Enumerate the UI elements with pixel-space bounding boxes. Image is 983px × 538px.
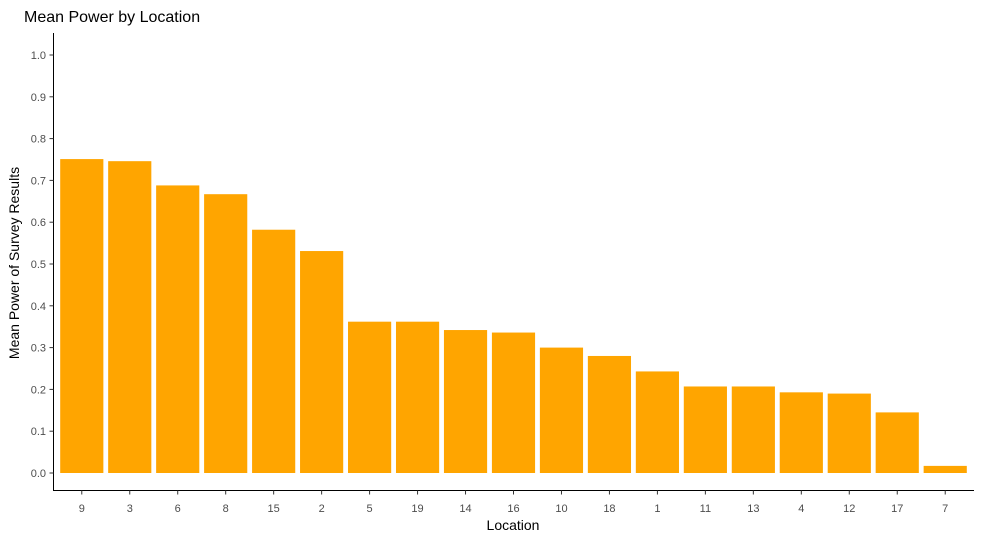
x-tick-label: 15 [268,503,280,515]
x-tick-label: 14 [459,503,471,515]
x-tick-label: 2 [319,503,325,515]
y-tick-label: 0.8 [31,134,46,146]
bar-location-1 [635,371,679,473]
bar-location-19 [395,321,440,473]
bar-location-8 [204,194,248,473]
x-tick-label: 5 [367,503,373,515]
x-tick-label: 11 [700,503,711,515]
x-tick-label: 12 [843,503,855,515]
bar-location-3 [108,161,152,474]
bar-location-12 [827,393,871,473]
bar-location-6 [156,185,200,474]
y-tick-label: 0.5 [31,259,46,271]
chart-title: Mean Power by Location [24,9,200,26]
bar-location-11 [683,386,727,473]
bar-location-16 [491,332,536,473]
bar-location-4 [779,392,823,473]
bar-location-10 [539,347,584,473]
x-axis-label: Location [487,517,540,533]
x-tick-label: 17 [891,503,903,515]
y-axis-label: Mean Power of Survey Results [6,167,22,359]
x-tick-label: 9 [79,503,85,515]
x-tick-label: 13 [747,503,759,515]
bar-location-5 [348,321,392,473]
bar-location-7 [923,465,967,473]
bar-location-13 [731,386,775,473]
y-tick-label: 1.0 [31,50,46,62]
x-axis: 9 3 6 8 15 2 5 19 14 16 10 18 1 11 13 4 12 17 7 [53,490,974,515]
x-tick-label: 3 [127,503,133,515]
x-tick-label: 7 [942,503,948,515]
x-tick-label: 4 [798,503,804,515]
x-tick-label: 8 [223,503,229,515]
y-tick-label: 0.4 [31,301,46,313]
bar-location-18 [587,355,632,473]
x-tick-label: 1 [654,503,660,515]
bar-location-14 [443,330,488,473]
x-tick-label: 6 [175,503,181,515]
y-tick-label: 0.1 [31,426,46,438]
bar-location-15 [252,229,296,473]
y-tick-label: 0.3 [31,343,46,355]
y-axis: 0.0 0.1 0.2 0.3 0.4 0.5 0.6 0.7 0.8 0.9 1.0 [31,33,54,490]
x-tick-label: 19 [411,503,423,515]
y-tick-label: 0.7 [31,175,46,187]
x-tick-label: 18 [603,503,615,515]
x-tick-label: 16 [507,503,519,515]
y-tick-label: 0.2 [31,384,46,396]
y-tick-label: 0.6 [31,217,46,229]
y-tick-label: 0.0 [31,468,46,480]
bar-location-9 [60,159,104,473]
y-tick-label: 0.9 [31,92,46,104]
bar-location-2 [300,251,344,473]
x-tick-label: 10 [555,503,567,515]
bar-location-17 [875,412,919,473]
bars-group [60,159,967,474]
